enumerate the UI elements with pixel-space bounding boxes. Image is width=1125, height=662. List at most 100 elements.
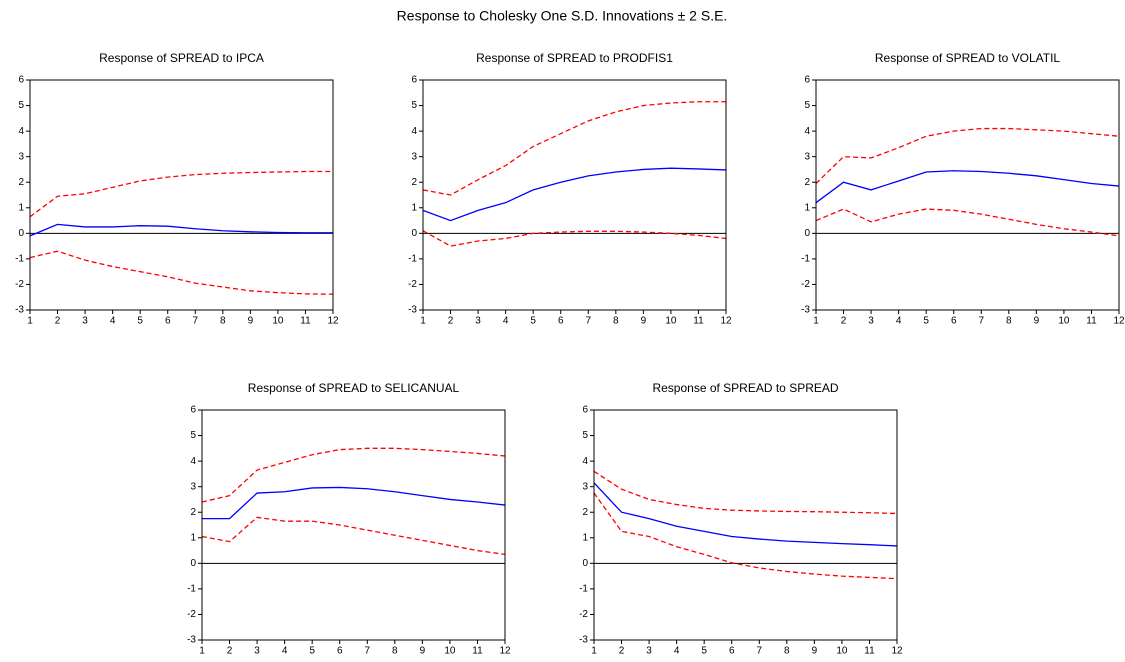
y-tick-label: -2 xyxy=(15,279,24,290)
y-tick-label: -1 xyxy=(408,254,417,265)
y-tick-label: 1 xyxy=(804,202,810,213)
x-tick-label: 11 xyxy=(693,316,704,327)
plot-frame xyxy=(29,79,334,311)
y-tick-label: 5 xyxy=(804,100,810,111)
response-line xyxy=(29,223,333,237)
x-tick-label: 10 xyxy=(272,316,284,327)
y-tick-label: 0 xyxy=(190,558,196,569)
x-tick-label: 5 xyxy=(309,646,315,657)
response-line xyxy=(593,470,898,515)
y-tick-label: 1 xyxy=(582,532,588,543)
x-tick-label: 1 xyxy=(813,316,819,327)
x-tick-label: 5 xyxy=(137,316,143,327)
x-tick-label: 2 xyxy=(448,316,454,327)
x-tick-label: 2 xyxy=(619,646,625,657)
x-tick-label: 2 xyxy=(227,646,233,657)
y-tick-label: 6 xyxy=(582,405,588,416)
y-tick-label: 3 xyxy=(804,151,810,162)
y-tick-label: 5 xyxy=(582,430,588,441)
y-tick-label: 4 xyxy=(804,126,810,137)
y-tick-label: 6 xyxy=(18,75,24,86)
response-line xyxy=(29,250,334,295)
x-tick-label: 12 xyxy=(1113,316,1125,327)
y-tick-label: -2 xyxy=(187,609,196,620)
x-tick-label: 11 xyxy=(1086,316,1097,327)
x-tick-label: 4 xyxy=(503,316,509,327)
x-tick-label: 7 xyxy=(192,316,198,327)
response-line xyxy=(815,127,1120,184)
y-tick-label: 0 xyxy=(804,228,810,239)
y-tick-label: 1 xyxy=(411,202,417,213)
x-tick-label: 2 xyxy=(841,316,847,327)
response-line xyxy=(815,170,1120,204)
y-tick-label: 5 xyxy=(18,100,24,111)
x-tick-label: 9 xyxy=(420,646,426,657)
x-tick-label: 7 xyxy=(364,646,370,657)
x-tick-label: 3 xyxy=(254,646,260,657)
response-line xyxy=(815,208,1120,237)
y-tick-label: 1 xyxy=(190,532,196,543)
plot-frame xyxy=(201,409,506,641)
y-tick-label: 2 xyxy=(190,507,196,518)
response-line xyxy=(202,486,506,520)
panel: Response of SPREAD to VOLATIL-3-2-101234… xyxy=(801,51,1125,326)
x-tick-label: 8 xyxy=(392,646,398,657)
y-tick-label: -1 xyxy=(579,584,588,595)
y-tick-label: -3 xyxy=(187,635,196,646)
x-tick-label: 5 xyxy=(923,316,929,327)
y-tick-label: 3 xyxy=(190,481,196,492)
y-tick-label: 2 xyxy=(18,177,24,188)
y-tick-label: 3 xyxy=(582,481,588,492)
x-tick-label: 1 xyxy=(420,316,426,327)
x-tick-label: 10 xyxy=(444,646,456,657)
response-line xyxy=(201,516,506,556)
x-tick-label: 10 xyxy=(836,646,848,657)
x-tick-label: 6 xyxy=(729,646,735,657)
x-tick-label: 1 xyxy=(27,316,33,327)
x-tick-label: 6 xyxy=(951,316,957,327)
x-tick-label: 12 xyxy=(327,316,339,327)
y-tick-label: -1 xyxy=(187,584,196,595)
response-line xyxy=(422,101,726,196)
y-tick-label: -2 xyxy=(579,609,588,620)
y-tick-label: 2 xyxy=(804,177,810,188)
x-tick-label: 12 xyxy=(499,646,511,657)
y-tick-label: 3 xyxy=(18,151,24,162)
y-tick-label: -3 xyxy=(801,305,810,316)
x-tick-label: 4 xyxy=(282,646,288,657)
y-tick-label: -2 xyxy=(801,279,810,290)
figure-title: Response to Cholesky One S.D. Innovation… xyxy=(397,8,728,24)
x-tick-label: 3 xyxy=(475,316,481,327)
response-line xyxy=(422,167,727,222)
x-tick-label: 3 xyxy=(646,646,652,657)
y-tick-label: 4 xyxy=(582,456,588,467)
y-tick-label: -3 xyxy=(408,305,417,316)
y-tick-label: 3 xyxy=(411,151,417,162)
x-tick-label: 12 xyxy=(720,316,732,327)
x-tick-label: 9 xyxy=(812,646,818,657)
y-tick-label: -3 xyxy=(15,305,24,316)
x-tick-label: 5 xyxy=(701,646,707,657)
x-tick-label: 7 xyxy=(585,316,591,327)
x-tick-label: 4 xyxy=(110,316,116,327)
panel: Response of SPREAD to SELICANUAL -3 -2 -1 0 1… xyxy=(187,381,511,656)
plot-frame xyxy=(422,79,727,311)
x-tick-label: 9 xyxy=(641,316,647,327)
y-tick-label: 2 xyxy=(582,507,588,518)
x-tick-label: 2 xyxy=(55,316,61,327)
y-tick-label: 0 xyxy=(18,228,24,239)
x-tick-label: 4 xyxy=(674,646,680,657)
x-tick-label: 11 xyxy=(300,316,311,327)
x-tick-label: 3 xyxy=(868,316,874,327)
y-tick-label: 2 xyxy=(411,177,417,188)
y-tick-label: 6 xyxy=(804,75,810,86)
y-tick-label: 6 xyxy=(411,75,417,86)
x-tick-label: 7 xyxy=(978,316,984,327)
y-tick-label: -1 xyxy=(801,254,810,265)
x-tick-label: 4 xyxy=(896,316,902,327)
y-tick-label: 0 xyxy=(411,228,417,239)
y-tick-label: -3 xyxy=(579,635,588,646)
y-tick-label: -2 xyxy=(408,279,417,290)
